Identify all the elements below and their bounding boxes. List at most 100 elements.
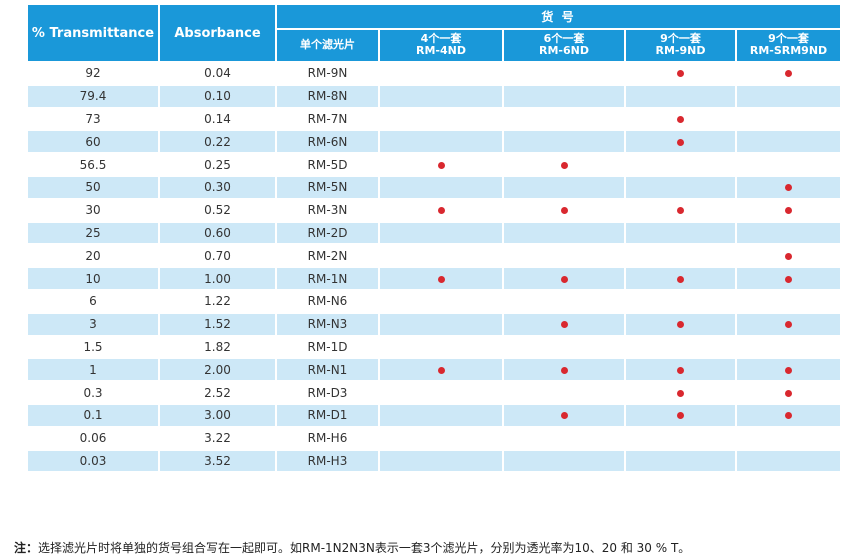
included-dot-icon bbox=[560, 412, 568, 420]
table-row: 0.06 3.22 RM-H6 bbox=[26, 425, 843, 451]
transmittance-cell: 30 bbox=[26, 197, 160, 223]
set-membership-cell bbox=[624, 106, 737, 132]
set-membership-cell bbox=[734, 152, 843, 177]
absorbance-cell: 1.52 bbox=[158, 311, 277, 337]
included-dot-icon bbox=[785, 321, 792, 329]
filter-code-cell: RM-D3 bbox=[275, 380, 380, 405]
transmittance-cell: 0.3 bbox=[26, 380, 160, 405]
item-number-header: 货 号 bbox=[274, 3, 843, 30]
set-membership-cell bbox=[502, 243, 626, 269]
filter-code-cell: RM-6N bbox=[275, 129, 380, 155]
set-membership-cell bbox=[378, 152, 504, 177]
set-membership-cell bbox=[734, 243, 843, 269]
set-membership-cell bbox=[502, 152, 626, 177]
filter-code-cell: RM-5D bbox=[275, 152, 380, 177]
absorbance-cell: 1.22 bbox=[158, 288, 277, 314]
set-membership-cell bbox=[502, 61, 626, 86]
table-body: 92 0.04 RM-9N 79.4 0.10 RM-8N 73 0.14 RM-7N 60 0.2… bbox=[26, 61, 843, 474]
set-membership-cell bbox=[624, 288, 737, 314]
absorbance-cell: 0.30 bbox=[158, 174, 277, 200]
set-header-4nd: 4个一套 RM-4ND bbox=[378, 27, 504, 64]
set-membership-cell bbox=[502, 425, 626, 451]
set-membership-cell bbox=[378, 380, 504, 405]
filter-code-cell: RM-N3 bbox=[275, 311, 380, 337]
set-membership-cell bbox=[624, 152, 737, 177]
set-membership-cell bbox=[624, 61, 737, 86]
included-dot-icon bbox=[677, 321, 684, 329]
filter-code-cell: RM-1D bbox=[275, 334, 380, 360]
absorbance-header: Absorbance bbox=[158, 3, 277, 63]
single-filter-header: 单个滤光片 bbox=[275, 27, 380, 64]
table-row: 92 0.04 RM-9N bbox=[26, 61, 843, 86]
set-header-line2: RM-4ND bbox=[416, 44, 466, 58]
set-membership-cell bbox=[734, 448, 843, 474]
transmittance-cell: 56.5 bbox=[26, 152, 160, 177]
set-membership-cell bbox=[502, 288, 626, 314]
included-dot-icon bbox=[437, 161, 445, 169]
set-membership-cell bbox=[624, 448, 737, 474]
set-membership-cell bbox=[378, 197, 504, 223]
set-membership-cell bbox=[502, 334, 626, 360]
table-row: 0.1 3.00 RM-D1 bbox=[26, 402, 843, 428]
set-membership-cell bbox=[734, 334, 843, 360]
set-membership-cell bbox=[502, 129, 626, 155]
included-dot-icon bbox=[785, 184, 792, 192]
set-membership-cell bbox=[378, 129, 504, 155]
footnote-label: 注： bbox=[14, 541, 39, 555]
set-header-line1: 6个一套 bbox=[543, 32, 585, 46]
set-membership-cell bbox=[502, 402, 626, 428]
included-dot-icon bbox=[677, 138, 684, 146]
included-dot-icon bbox=[437, 207, 445, 215]
set-header-srm9nd: 9个一套 RM-SRM9ND bbox=[734, 27, 843, 64]
absorbance-cell: 1.00 bbox=[158, 266, 277, 291]
set-header-line1: 9个一套 bbox=[660, 32, 701, 46]
set-membership-cell bbox=[624, 174, 737, 200]
set-membership-cell bbox=[502, 220, 626, 246]
filter-table: % Transmittance Absorbance 货 号 单个滤光片 4个一… bbox=[26, 3, 843, 474]
included-dot-icon bbox=[785, 70, 792, 78]
included-dot-icon bbox=[785, 207, 792, 215]
filter-code-cell: RM-D1 bbox=[275, 402, 380, 428]
set-header-line2: RM-SRM9ND bbox=[749, 44, 828, 58]
transmittance-cell: 1 bbox=[26, 357, 160, 383]
included-dot-icon bbox=[560, 321, 568, 329]
included-dot-icon bbox=[677, 275, 684, 283]
included-dot-icon bbox=[560, 161, 568, 169]
included-dot-icon bbox=[785, 252, 792, 260]
included-dot-icon bbox=[677, 207, 684, 215]
set-membership-cell bbox=[378, 106, 504, 132]
set-membership-cell bbox=[624, 83, 737, 109]
table-row: 20 0.70 RM-2N bbox=[26, 243, 843, 269]
set-membership-cell bbox=[502, 266, 626, 291]
transmittance-cell: 20 bbox=[26, 243, 160, 269]
set-membership-cell bbox=[734, 174, 843, 200]
set-membership-cell bbox=[378, 402, 504, 428]
transmittance-cell: 0.06 bbox=[26, 425, 160, 451]
transmittance-cell: 73 bbox=[26, 106, 160, 132]
set-membership-cell bbox=[502, 106, 626, 132]
filter-code-cell: RM-N6 bbox=[275, 288, 380, 314]
set-membership-cell bbox=[734, 357, 843, 383]
filter-code-cell: RM-1N bbox=[275, 266, 380, 291]
set-header-9nd: 9个一套 RM-9ND bbox=[624, 27, 737, 64]
included-dot-icon bbox=[560, 275, 568, 283]
table-row: 56.5 0.25 RM-5D bbox=[26, 152, 843, 177]
included-dot-icon bbox=[677, 70, 684, 78]
set-membership-cell bbox=[734, 197, 843, 223]
absorbance-cell: 0.52 bbox=[158, 197, 277, 223]
set-membership-cell bbox=[734, 129, 843, 155]
set-membership-cell bbox=[378, 220, 504, 246]
included-dot-icon bbox=[437, 366, 445, 374]
absorbance-cell: 0.70 bbox=[158, 243, 277, 269]
set-header-line1: 4个一套 bbox=[420, 32, 462, 46]
set-header-6nd: 6个一套 RM-6ND bbox=[502, 27, 626, 64]
table-row: 60 0.22 RM-6N bbox=[26, 129, 843, 155]
filter-code-cell: RM-8N bbox=[275, 83, 380, 109]
absorbance-cell: 0.04 bbox=[158, 61, 277, 86]
table-row: 3 1.52 RM-N3 bbox=[26, 311, 843, 337]
set-membership-cell bbox=[378, 288, 504, 314]
set-membership-cell bbox=[502, 357, 626, 383]
transmittance-header: % Transmittance bbox=[26, 3, 160, 63]
set-membership-cell bbox=[624, 220, 737, 246]
filter-code-cell: RM-2D bbox=[275, 220, 380, 246]
